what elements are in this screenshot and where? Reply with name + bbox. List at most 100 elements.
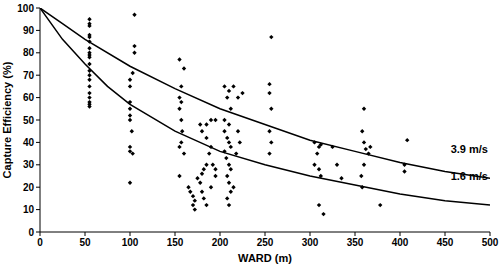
point	[267, 82, 271, 86]
point	[224, 156, 228, 160]
y-tick	[36, 30, 40, 31]
point	[131, 151, 135, 155]
point	[362, 163, 366, 167]
point	[128, 77, 132, 81]
curve	[40, 8, 490, 178]
point	[211, 163, 215, 167]
y-tick-label: 30	[23, 159, 35, 170]
y-tick-label: 10	[23, 204, 35, 215]
x-tick-label: 400	[392, 237, 409, 248]
point	[209, 118, 213, 122]
point	[236, 95, 240, 99]
point	[402, 169, 406, 173]
y-tick-label: 40	[23, 137, 35, 148]
point	[368, 145, 372, 149]
point	[213, 167, 217, 171]
point	[236, 129, 240, 133]
point	[227, 140, 231, 144]
y-tick-label: 80	[23, 47, 35, 58]
point	[364, 147, 368, 151]
point	[177, 57, 181, 61]
point	[179, 118, 183, 122]
y-tick	[36, 52, 40, 53]
point	[87, 104, 91, 108]
point	[267, 91, 271, 95]
point	[188, 189, 192, 193]
point	[225, 174, 229, 178]
y-tick-label: 0	[28, 227, 34, 238]
x-tick	[355, 232, 356, 236]
curve	[40, 8, 490, 205]
point	[191, 194, 195, 198]
point	[240, 91, 244, 95]
point	[130, 129, 134, 133]
y-tick-label: 50	[23, 115, 35, 126]
point	[87, 84, 91, 88]
point	[269, 107, 273, 111]
point	[227, 163, 231, 167]
point	[225, 196, 229, 200]
point	[227, 89, 231, 93]
point	[335, 163, 339, 167]
point	[317, 167, 321, 171]
point	[225, 95, 229, 99]
point	[229, 145, 233, 149]
point	[128, 181, 132, 185]
point	[231, 84, 235, 88]
point	[179, 140, 183, 144]
series-label: 1.6 m/s	[451, 170, 488, 182]
point	[267, 151, 271, 155]
point	[87, 73, 91, 77]
point	[132, 51, 136, 55]
point	[213, 174, 217, 178]
x-tick	[310, 232, 311, 236]
y-tick	[36, 97, 40, 98]
point	[87, 91, 91, 95]
point	[204, 203, 208, 207]
point	[227, 203, 231, 207]
point	[202, 196, 206, 200]
x-tick-label: 0	[37, 237, 43, 248]
x-tick-label: 150	[167, 237, 184, 248]
point	[229, 107, 233, 111]
x-tick	[490, 232, 491, 236]
point	[195, 176, 199, 180]
y-tick-label: 70	[23, 70, 35, 81]
point	[405, 138, 409, 142]
point	[209, 185, 213, 189]
point	[227, 122, 231, 126]
point	[207, 151, 211, 155]
point	[128, 145, 132, 149]
y-axis-label: Capture Efficiency (%)	[1, 61, 13, 178]
point	[359, 174, 363, 178]
point	[193, 198, 197, 202]
point	[360, 129, 364, 133]
point	[198, 181, 202, 185]
point	[200, 129, 204, 133]
point	[202, 167, 206, 171]
point	[179, 84, 183, 88]
point	[193, 207, 197, 211]
x-tick	[220, 232, 221, 236]
y-tick	[36, 209, 40, 210]
point	[269, 35, 273, 39]
point	[231, 185, 235, 189]
point	[87, 55, 91, 59]
point	[182, 151, 186, 155]
y-tick	[36, 75, 40, 76]
point	[222, 84, 226, 88]
point	[321, 212, 325, 216]
point	[213, 118, 217, 122]
y-tick	[36, 164, 40, 165]
x-tick	[130, 232, 131, 236]
x-tick-label: 200	[212, 237, 229, 248]
y-tick	[36, 120, 40, 121]
point	[200, 189, 204, 193]
series-labels: 3.9 m/s1.6 m/s	[451, 143, 488, 182]
x-tick-label: 250	[257, 237, 274, 248]
point	[222, 129, 226, 133]
y-tick-label: 100	[17, 3, 34, 14]
point	[362, 107, 366, 111]
point	[128, 118, 132, 122]
point	[177, 95, 181, 99]
